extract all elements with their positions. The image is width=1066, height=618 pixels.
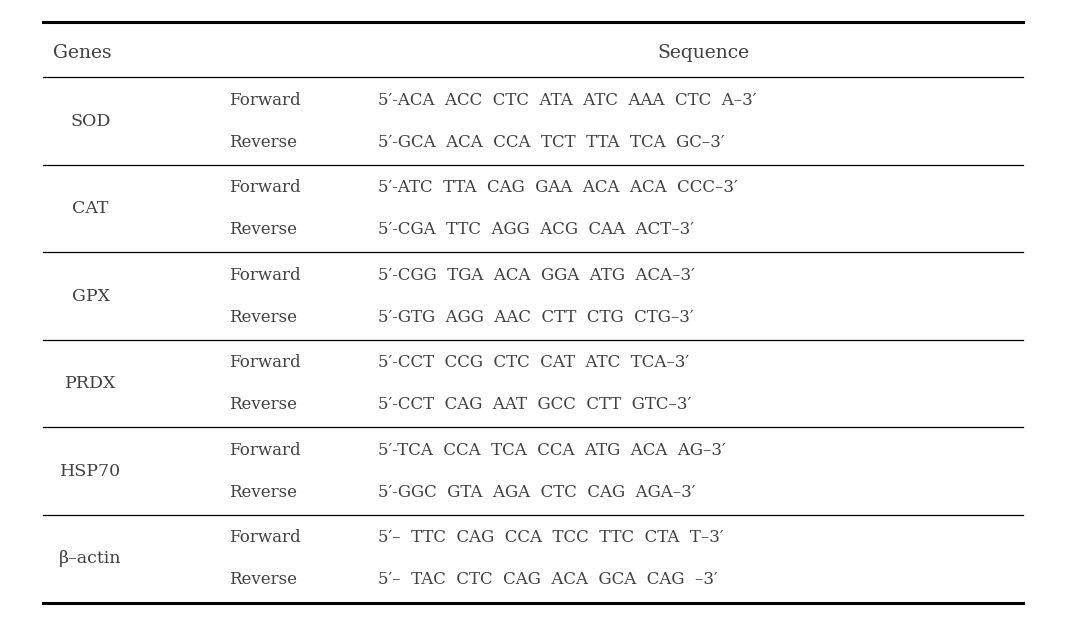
Text: CAT: CAT <box>72 200 109 217</box>
Text: 5′-CGG  TGA  ACA  GGA  ATG  ACA–3′: 5′-CGG TGA ACA GGA ATG ACA–3′ <box>378 266 695 284</box>
Text: GPX: GPX <box>71 287 110 305</box>
Text: Reverse: Reverse <box>229 396 297 413</box>
Text: Sequence: Sequence <box>658 43 749 62</box>
Text: Reverse: Reverse <box>229 571 297 588</box>
Text: 5′-ATC  TTA  CAG  GAA  ACA  ACA  CCC–3′: 5′-ATC TTA CAG GAA ACA ACA CCC–3′ <box>378 179 738 196</box>
Text: Reverse: Reverse <box>229 133 297 151</box>
Text: Genes: Genes <box>53 43 112 62</box>
Text: 5′-GGC  GTA  AGA  CTC  CAG  AGA–3′: 5′-GGC GTA AGA CTC CAG AGA–3′ <box>378 484 696 501</box>
Text: Forward: Forward <box>229 354 301 371</box>
Text: 5′-CCT  CAG  AAT  GCC  CTT  GTC–3′: 5′-CCT CAG AAT GCC CTT GTC–3′ <box>378 396 692 413</box>
Text: β–actin: β–actin <box>60 550 122 567</box>
Text: 5′–  TTC  CAG  CCA  TCC  TTC  CTA  T–3′: 5′– TTC CAG CCA TCC TTC CTA T–3′ <box>378 529 724 546</box>
Text: Reverse: Reverse <box>229 484 297 501</box>
Text: SOD: SOD <box>70 112 111 130</box>
Text: Forward: Forward <box>229 266 301 284</box>
Text: HSP70: HSP70 <box>60 463 122 480</box>
Text: Forward: Forward <box>229 179 301 196</box>
Text: 5′-ACA  ACC  CTC  ATA  ATC  AAA  CTC  A–3′: 5′-ACA ACC CTC ATA ATC AAA CTC A–3′ <box>378 91 757 109</box>
Text: 5′-TCA  CCA  TCA  CCA  ATG  ACA  AG–3′: 5′-TCA CCA TCA CCA ATG ACA AG–3′ <box>378 442 726 459</box>
Text: Forward: Forward <box>229 529 301 546</box>
Text: 5′-GCA  ACA  CCA  TCT  TTA  TCA  GC–3′: 5′-GCA ACA CCA TCT TTA TCA GC–3′ <box>378 133 725 151</box>
Text: Forward: Forward <box>229 442 301 459</box>
Text: PRDX: PRDX <box>65 375 116 392</box>
Text: Reverse: Reverse <box>229 221 297 238</box>
Text: 5′–  TAC  CTC  CAG  ACA  GCA  CAG  –3′: 5′– TAC CTC CAG ACA GCA CAG –3′ <box>378 571 718 588</box>
Text: Reverse: Reverse <box>229 308 297 326</box>
Text: 5′-CGA  TTC  AGG  ACG  CAA  ACT–3′: 5′-CGA TTC AGG ACG CAA ACT–3′ <box>378 221 694 238</box>
Text: 5′-CCT  CCG  CTC  CAT  ATC  TCA–3′: 5′-CCT CCG CTC CAT ATC TCA–3′ <box>378 354 690 371</box>
Text: Forward: Forward <box>229 91 301 109</box>
Text: 5′-GTG  AGG  AAC  CTT  CTG  CTG–3′: 5′-GTG AGG AAC CTT CTG CTG–3′ <box>378 308 694 326</box>
